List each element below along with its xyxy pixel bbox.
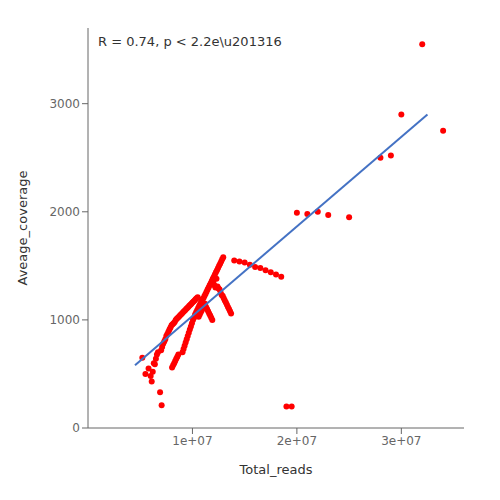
svg-text:Aveage_coverage: Aveage_coverage: [15, 171, 30, 286]
svg-text:2e+07: 2e+07: [277, 434, 317, 448]
svg-text:2000: 2000: [49, 205, 80, 219]
svg-text:Total_reads: Total_reads: [239, 462, 313, 477]
svg-text:3000: 3000: [49, 97, 80, 111]
html-text:R = 0.74, p < 2.2e\u201316: R = 0.74, p < 2.2e\u201316: [98, 34, 282, 49]
svg-text:3e+07: 3e+07: [381, 434, 421, 448]
svg-text:0: 0: [72, 421, 80, 435]
svg-text:1e+07: 1e+07: [172, 434, 212, 448]
svg-text:1000: 1000: [49, 313, 80, 327]
